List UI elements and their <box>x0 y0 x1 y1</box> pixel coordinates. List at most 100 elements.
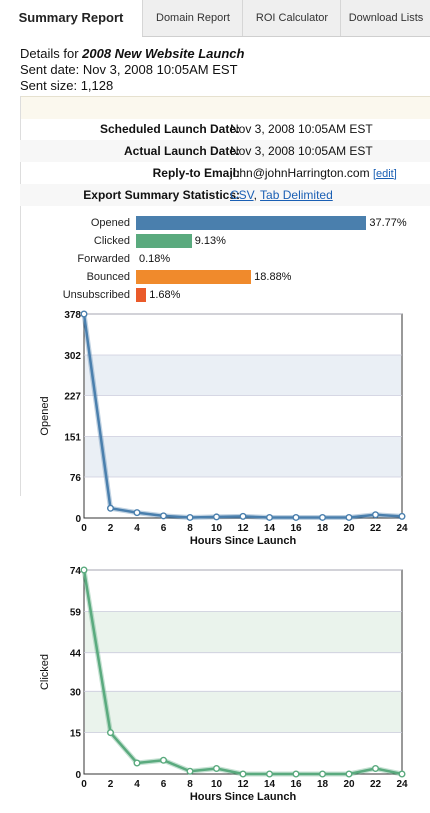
data-point <box>345 770 353 778</box>
data-point <box>345 513 353 521</box>
grid-band <box>85 611 401 653</box>
x-tick-label: 0 <box>81 779 87 790</box>
y-axis-label: Opened <box>39 396 51 435</box>
x-tick-label: 24 <box>396 523 408 534</box>
y-tick-label: 378 <box>64 310 81 321</box>
data-point <box>319 770 327 778</box>
data-point <box>80 566 88 574</box>
data-point <box>398 770 406 778</box>
data-point <box>319 513 327 521</box>
summary-stats: Opened 37.77% Clicked 9.13% Forwarded 0.… <box>20 214 420 304</box>
reply-to-row: Reply-to Email: john@johnHarrington.com … <box>20 162 430 184</box>
y-tick-label: 15 <box>70 729 82 740</box>
data-point <box>292 513 300 521</box>
y-tick-label: 302 <box>64 351 81 362</box>
plot-frame <box>83 569 403 775</box>
stat-row-forwarded: Forwarded 0.18% <box>20 250 420 268</box>
x-tick-label: 6 <box>161 779 167 790</box>
y-tick-label: 151 <box>64 433 81 444</box>
x-tick-label: 22 <box>370 523 382 534</box>
reply-to-label: Reply-to Email: <box>152 166 240 180</box>
x-tick-label: 22 <box>370 779 382 790</box>
data-point <box>266 770 274 778</box>
stat-bar <box>136 288 147 302</box>
stat-row-unsubscribed: Unsubscribed 1.68% <box>20 286 420 304</box>
data-point <box>106 729 114 737</box>
stat-row-bounced: Bounced 18.88% <box>20 268 420 286</box>
data-point <box>159 756 167 764</box>
data-point <box>239 770 247 778</box>
stat-value: 0.18% <box>139 253 171 265</box>
data-point <box>186 513 194 521</box>
grid-band <box>85 436 401 477</box>
x-tick-label: 4 <box>134 779 140 790</box>
data-point <box>106 504 114 512</box>
y-tick-label: 0 <box>75 770 81 781</box>
y-tick-label: 0 <box>75 514 81 525</box>
x-tick-label: 16 <box>290 779 302 790</box>
stat-label: Forwarded <box>77 253 130 265</box>
export-csv-link[interactable]: CSV <box>230 188 254 202</box>
stat-bar <box>136 234 192 248</box>
x-tick-label: 12 <box>237 523 249 534</box>
grid-band <box>85 355 401 396</box>
details-prefix: Details for <box>20 46 83 61</box>
actual-launch-row: Actual Launch Date: Nov 3, 2008 10:05AM … <box>20 140 430 162</box>
edit-reply-to-link[interactable]: edit <box>376 168 394 180</box>
export-row: Export Summary Statistics: CSV, Tab Deli… <box>20 184 430 206</box>
y-tick-label: 76 <box>70 473 82 484</box>
x-tick-label: 2 <box>108 523 114 534</box>
stat-bar <box>136 216 367 230</box>
y-tick-label: 30 <box>70 687 82 698</box>
sent-date: Sent date: Nov 3, 2008 10:05AM EST <box>20 62 238 77</box>
stat-row-clicked: Clicked 9.13% <box>20 232 420 250</box>
details-heading: Details for 2008 New Website Launch <box>20 46 244 62</box>
stat-value: 9.13% <box>194 235 226 247</box>
tab-roi-calculator[interactable]: ROI Calculator <box>242 0 341 36</box>
tab-download-lists[interactable]: Download Lists <box>340 0 430 36</box>
x-tick-label: 14 <box>264 779 276 790</box>
x-tick-label: 6 <box>161 523 167 534</box>
data-point <box>266 513 274 521</box>
export-tab-delimited-link[interactable]: Tab Delimited <box>260 188 333 202</box>
tab-domain-report[interactable]: Domain Report <box>142 0 243 36</box>
data-point <box>372 764 380 772</box>
stat-value: 18.88% <box>254 271 292 283</box>
scheduled-launch-label: Scheduled Launch Date: <box>99 122 240 136</box>
data-point <box>372 511 380 519</box>
export-separator: , <box>253 188 257 202</box>
x-tick-label: 10 <box>211 523 223 534</box>
x-tick-label: 18 <box>317 523 329 534</box>
x-tick-label: 10 <box>211 779 223 790</box>
y-tick-label: 59 <box>70 607 82 618</box>
stat-label: Clicked <box>93 235 130 247</box>
plot-frame <box>83 313 403 519</box>
data-point <box>133 759 141 767</box>
data-point <box>159 512 167 520</box>
x-tick-label: 20 <box>343 779 355 790</box>
stat-label: Unsubscribed <box>62 289 130 301</box>
data-point <box>212 764 220 772</box>
stat-bar <box>136 270 252 284</box>
info-panel-top <box>20 96 430 119</box>
y-tick-label: 74 <box>70 566 82 577</box>
data-point <box>292 770 300 778</box>
data-point <box>80 310 88 318</box>
x-tick-label: 16 <box>290 523 302 534</box>
x-axis-label: Hours Since Launch <box>190 535 297 547</box>
stat-bar <box>136 252 138 266</box>
data-point <box>239 512 247 520</box>
stat-row-opened: Opened 37.77% <box>20 214 420 232</box>
x-tick-label: 8 <box>187 779 193 790</box>
data-point <box>212 513 220 521</box>
reply-to-value: john@johnHarrington.com <box>230 166 370 180</box>
campaign-details: Details for 2008 New Website Launch Sent… <box>20 46 244 94</box>
campaign-name: 2008 New Website Launch <box>82 46 245 61</box>
tab-summary-report[interactable]: Summary Report <box>0 0 142 37</box>
x-tick-label: 4 <box>134 523 140 534</box>
panel-border <box>20 96 21 496</box>
data-point <box>398 512 406 520</box>
stat-label: Bounced <box>86 271 130 283</box>
